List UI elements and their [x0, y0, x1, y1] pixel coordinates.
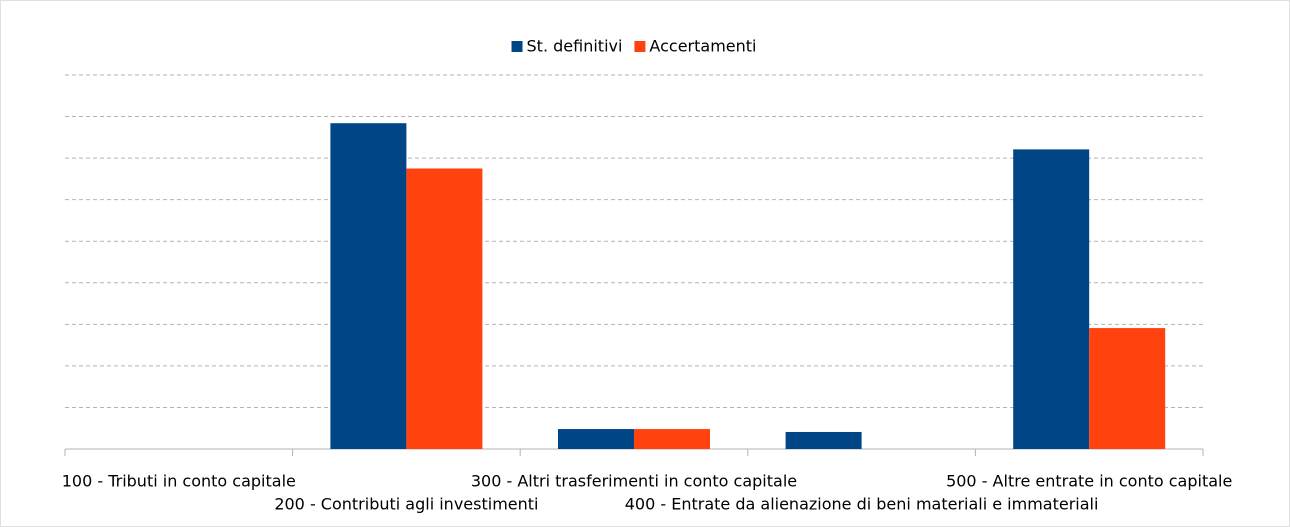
bar: [330, 123, 407, 450]
bar: [558, 429, 634, 449]
x-tick-label: 400 - Entrate da alienazione di beni mat…: [625, 495, 1099, 514]
legend-label: St. definitivi: [527, 37, 623, 56]
bar: [406, 168, 483, 449]
x-tick-label: 300 - Altri trasferimenti in conto capit…: [471, 472, 797, 491]
legend-label: Accertamenti: [649, 37, 756, 56]
x-tick-label: 100 - Tributi in conto capitale: [62, 472, 296, 491]
bar: [785, 431, 862, 449]
legend: St. definitivi Accertamenti: [511, 37, 756, 56]
x-tick-label: 500 - Altre entrate in conto capitale: [946, 472, 1232, 491]
bar: [1013, 149, 1090, 449]
bar: [634, 429, 710, 449]
x-tick-label: 200 - Contributi agli investimenti: [274, 495, 538, 514]
legend-swatch: [634, 41, 646, 52]
legend-swatch: [511, 41, 523, 52]
bar: [1089, 328, 1166, 449]
